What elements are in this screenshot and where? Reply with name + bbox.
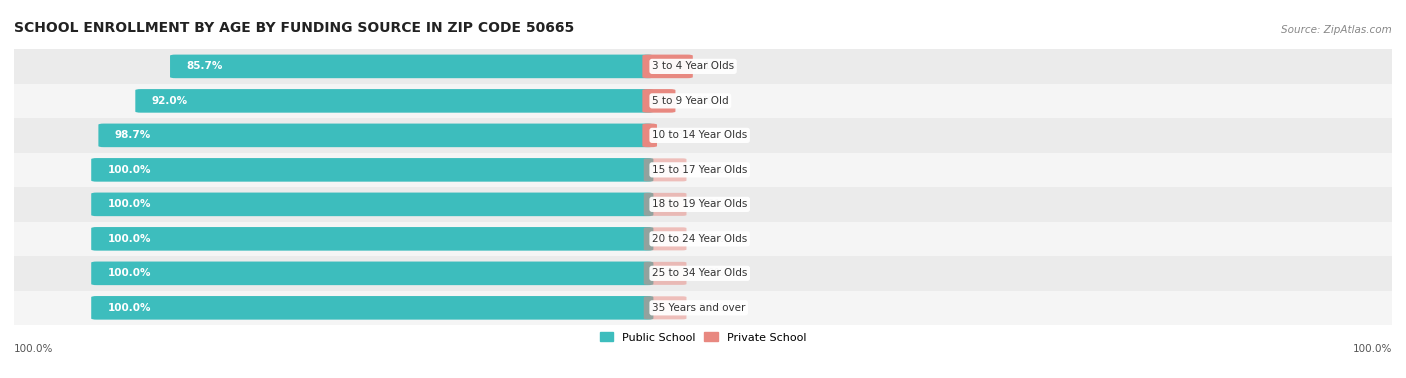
FancyBboxPatch shape [91, 227, 654, 251]
FancyBboxPatch shape [644, 158, 686, 181]
Legend: Public School, Private School: Public School, Private School [595, 328, 811, 347]
Text: 100.0%: 100.0% [108, 165, 152, 175]
Text: 100.0%: 100.0% [108, 199, 152, 209]
FancyBboxPatch shape [91, 192, 654, 216]
Text: 18 to 19 Year Olds: 18 to 19 Year Olds [652, 199, 748, 209]
FancyBboxPatch shape [91, 296, 654, 320]
Text: 85.7%: 85.7% [187, 61, 224, 71]
Text: 15 to 17 Year Olds: 15 to 17 Year Olds [652, 165, 748, 175]
FancyBboxPatch shape [98, 124, 654, 147]
FancyBboxPatch shape [14, 118, 1392, 153]
Text: 5 to 9 Year Old: 5 to 9 Year Old [652, 96, 728, 106]
FancyBboxPatch shape [135, 89, 654, 113]
FancyBboxPatch shape [644, 193, 686, 216]
Text: 0.0%: 0.0% [699, 234, 725, 244]
Text: 25 to 34 Year Olds: 25 to 34 Year Olds [652, 268, 748, 278]
FancyBboxPatch shape [644, 296, 686, 319]
Text: 0.0%: 0.0% [699, 199, 725, 209]
FancyBboxPatch shape [14, 153, 1392, 187]
Text: 3 to 4 Year Olds: 3 to 4 Year Olds [652, 61, 734, 71]
Text: 35 Years and over: 35 Years and over [652, 303, 745, 313]
Text: 10 to 14 Year Olds: 10 to 14 Year Olds [652, 130, 747, 140]
Text: 100.0%: 100.0% [14, 344, 53, 355]
Text: 20 to 24 Year Olds: 20 to 24 Year Olds [652, 234, 747, 244]
Text: 100.0%: 100.0% [108, 268, 152, 278]
FancyBboxPatch shape [643, 89, 675, 113]
FancyBboxPatch shape [644, 262, 686, 285]
FancyBboxPatch shape [14, 49, 1392, 84]
Text: 1.3%: 1.3% [668, 130, 695, 140]
Text: 14.3%: 14.3% [704, 61, 737, 71]
FancyBboxPatch shape [91, 158, 654, 182]
Text: 100.0%: 100.0% [108, 303, 152, 313]
Text: 0.0%: 0.0% [699, 303, 725, 313]
FancyBboxPatch shape [91, 262, 654, 285]
FancyBboxPatch shape [14, 84, 1392, 118]
Text: 100.0%: 100.0% [1353, 344, 1392, 355]
Text: 0.0%: 0.0% [699, 165, 725, 175]
FancyBboxPatch shape [14, 222, 1392, 256]
FancyBboxPatch shape [643, 124, 657, 147]
Text: 92.0%: 92.0% [152, 96, 188, 106]
FancyBboxPatch shape [643, 54, 693, 78]
Text: 0.0%: 0.0% [699, 268, 725, 278]
FancyBboxPatch shape [14, 187, 1392, 222]
Text: SCHOOL ENROLLMENT BY AGE BY FUNDING SOURCE IN ZIP CODE 50665: SCHOOL ENROLLMENT BY AGE BY FUNDING SOUR… [14, 21, 574, 35]
FancyBboxPatch shape [14, 256, 1392, 291]
Text: 98.7%: 98.7% [115, 130, 152, 140]
FancyBboxPatch shape [644, 227, 686, 250]
Text: 8.0%: 8.0% [686, 96, 713, 106]
FancyBboxPatch shape [14, 291, 1392, 325]
Text: Source: ZipAtlas.com: Source: ZipAtlas.com [1281, 25, 1392, 35]
Text: 100.0%: 100.0% [108, 234, 152, 244]
FancyBboxPatch shape [170, 54, 654, 78]
